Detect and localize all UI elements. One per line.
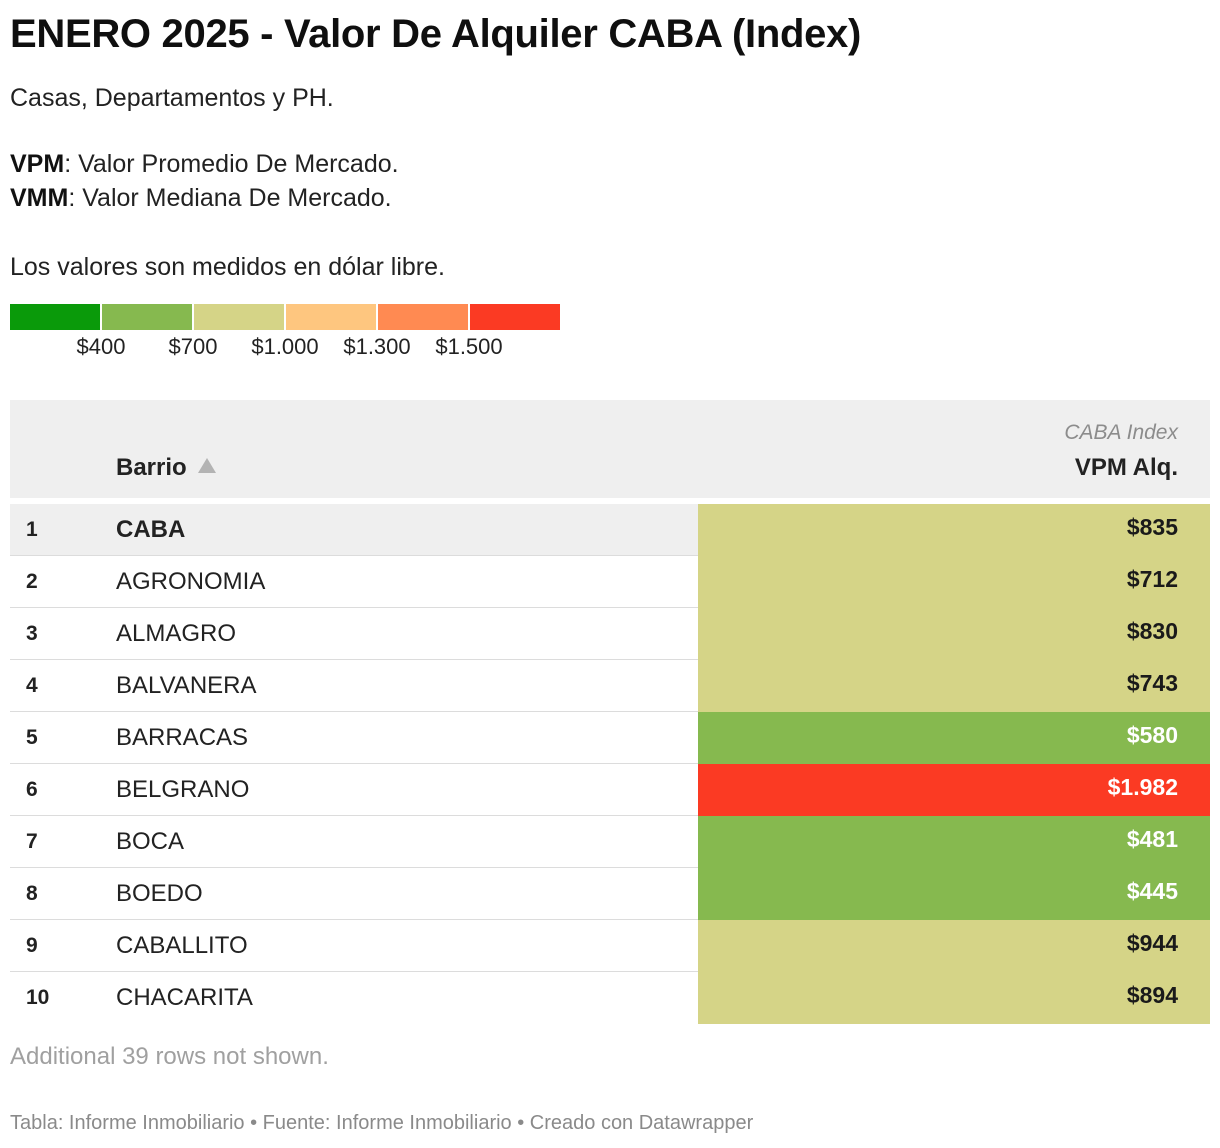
legend-tick-label: $1.500: [435, 334, 503, 359]
legend-swatch: [470, 304, 560, 330]
vpm-value-cell: $445: [698, 868, 1210, 920]
more-rows-note: Additional 39 rows not shown.: [10, 1043, 329, 1070]
row-barrio: BELGRANO: [116, 776, 250, 803]
table-row: 4 BALVANERA $743: [10, 660, 1210, 712]
row-rank: 10: [26, 986, 50, 1009]
table-row: 3 ALMAGRO $830: [10, 608, 1210, 660]
column-header-barrio[interactable]: Barrio: [116, 454, 187, 481]
vpm-value: $944: [1126, 930, 1178, 956]
table-row: 5 BARRACAS $580: [10, 712, 1210, 764]
row-rank: 4: [26, 674, 38, 697]
vpm-value-cell: $743: [698, 660, 1210, 712]
table-row: 9 CABALLITO $944: [10, 920, 1210, 972]
vpm-value: $1.982: [1107, 774, 1178, 800]
row-barrio: AGRONOMIA: [116, 568, 266, 595]
column-header-vpm[interactable]: VPM Alq.: [1074, 454, 1178, 481]
row-rank: 5: [26, 726, 38, 749]
vpm-value-cell: $580: [698, 712, 1210, 764]
legend-swatch: [102, 304, 192, 330]
row-barrio: BOEDO: [116, 880, 203, 907]
row-barrio: ALMAGRO: [116, 620, 237, 647]
row-rank: 1: [26, 518, 38, 541]
vpm-value-cell: $894: [698, 972, 1210, 1024]
legend-swatch: [378, 304, 468, 330]
row-barrio: BARRACAS: [116, 724, 249, 751]
row-barrio: CABA: [116, 516, 186, 543]
legend-tick-label: $700: [168, 334, 218, 359]
vpm-value: $894: [1126, 982, 1178, 1008]
row-rank: 7: [26, 830, 38, 853]
vpm-value: $835: [1126, 514, 1178, 540]
vpm-value-cell: $944: [698, 920, 1210, 972]
vpm-value: $580: [1126, 722, 1178, 748]
table-row: 2 AGRONOMIA $712: [10, 556, 1210, 608]
row-rank: 6: [26, 778, 38, 801]
vpm-value-cell: $481: [698, 816, 1210, 868]
vpm-value: $481: [1126, 826, 1178, 852]
table-row: 1 CABA $835: [10, 504, 1210, 556]
vmm-definition: : Valor Mediana De Mercado.: [68, 184, 392, 212]
footer-credits: Tabla: Informe Inmobiliario • Fuente: In…: [10, 1112, 754, 1134]
vpm-abbr: VPM: [10, 150, 65, 178]
vpm-value: $445: [1126, 878, 1178, 904]
legend-tick-label: $1.300: [343, 334, 411, 359]
intro-vmm-line: VMM: Valor Mediana De Mercado.: [10, 184, 392, 213]
table-row: 7 BOCA $481: [10, 816, 1210, 868]
legend-swatch: [286, 304, 376, 330]
column-group-header: CABA Index: [1064, 421, 1178, 444]
row-barrio: CHACARITA: [116, 984, 253, 1011]
intro-vpm-line: VPM: Valor Promedio De Mercado.: [10, 150, 399, 179]
legend-tick-label: $400: [76, 334, 126, 359]
vpm-value: $830: [1126, 618, 1178, 644]
table-row: 6 BELGRANO $1.982: [10, 764, 1210, 816]
color-legend: [10, 304, 560, 330]
intro-line-1: Casas, Departamentos y PH.: [10, 84, 334, 112]
table-body: 1 CABA $835 2 AGRONOMIA $712 3 ALMAGRO $830 4 BALV…: [10, 504, 1210, 1024]
row-barrio: CABALLITO: [116, 932, 248, 959]
row-barrio: BALVANERA: [116, 672, 257, 699]
legend-swatch: [194, 304, 284, 330]
sort-ascending-icon[interactable]: [198, 458, 216, 473]
table-row: 8 BOEDO $445: [10, 868, 1210, 920]
vpm-value: $712: [1126, 566, 1178, 592]
row-rank: 9: [26, 934, 38, 957]
row-rank: 8: [26, 882, 38, 905]
table-row: 10 CHACARITA $894: [10, 972, 1210, 1024]
row-rank: 2: [26, 570, 38, 593]
vmm-abbr: VMM: [10, 184, 69, 212]
vpm-value: $743: [1126, 670, 1178, 696]
intro-currency-note: Los valores son medidos en dólar libre.: [10, 253, 445, 281]
row-rank: 3: [26, 622, 38, 645]
vpm-value-cell: $712: [698, 556, 1210, 608]
vpm-value-cell: $835: [698, 504, 1210, 556]
chart-title: ENERO 2025 - Valor De Alquiler CABA (Ind…: [10, 12, 862, 56]
vpm-value-cell: $1.982: [698, 764, 1210, 816]
legend-swatch: [10, 304, 100, 330]
vpm-definition: : Valor Promedio De Mercado.: [64, 150, 399, 178]
legend-tick-label: $1.000: [251, 334, 319, 359]
vpm-value-cell: $830: [698, 608, 1210, 660]
row-barrio: BOCA: [116, 828, 185, 855]
table-header: Barrio CABA Index VPM Alq.: [10, 400, 1210, 498]
